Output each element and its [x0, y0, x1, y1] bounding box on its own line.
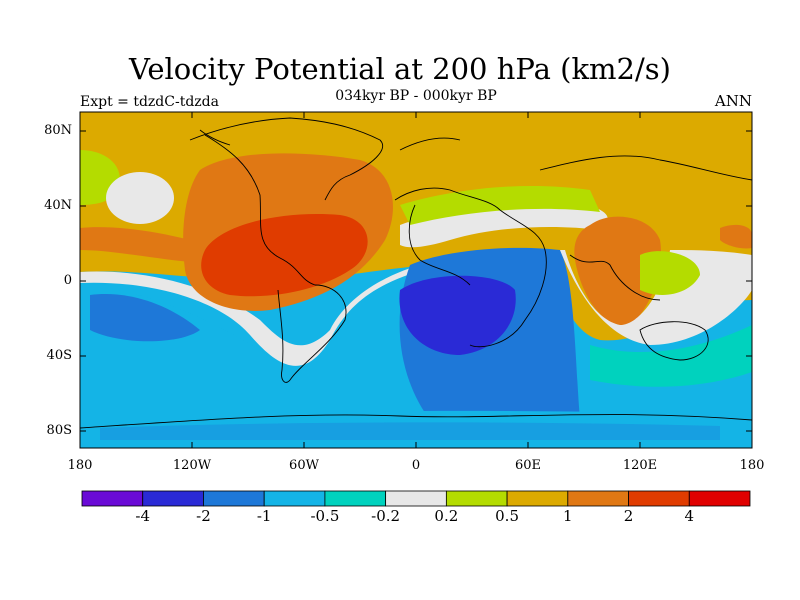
colorbar — [81, 490, 751, 507]
colorbar-label: 0.2 — [434, 507, 459, 525]
colorbar-swatch — [81, 490, 144, 507]
colorbar-swatch — [628, 490, 690, 507]
colorbar-label: 1 — [563, 507, 573, 525]
colorbar-label: 0.5 — [495, 507, 519, 525]
colorbar-swatch — [142, 490, 204, 507]
colorbar-label: -2 — [196, 507, 211, 525]
experiment-label: Expt = tdzdC-tdzda — [80, 94, 219, 110]
lat-tick-label: 80N — [44, 123, 72, 138]
lon-tick-label: 60W — [289, 458, 319, 473]
lat-tick-label: 0 — [63, 273, 72, 288]
colorbar-swatch — [445, 490, 508, 507]
lon-tick-label: 0 — [411, 458, 421, 473]
lon-tick-label: 120W — [172, 458, 212, 473]
season-label: ANN — [714, 92, 752, 110]
lat-tick-label: 80S — [46, 423, 72, 438]
colorbar-swatch — [385, 490, 447, 507]
lon-tick-label: 180 — [739, 458, 765, 473]
velocity-potential-field — [80, 112, 752, 448]
lat-tick-label: 40S — [46, 348, 72, 363]
colorbar-label: 2 — [623, 507, 634, 525]
colorbar-label: -0.5 — [310, 507, 340, 525]
colorbar-label: 4 — [684, 507, 695, 525]
colorbar-label: -1 — [256, 507, 272, 525]
colorbar-swatch — [506, 490, 569, 507]
lon-tick-label: 180 — [67, 458, 93, 473]
colorbar-swatch — [263, 490, 326, 507]
colorbar-swatch — [324, 490, 387, 507]
map-subtitle: 034kyr BP - 000kyr BP — [335, 88, 497, 104]
lon-tick-label: 120E — [622, 458, 658, 473]
colorbar-swatch — [567, 490, 629, 507]
lon-tick-label: 60E — [514, 458, 542, 473]
lat-tick-label: 40N — [44, 198, 72, 213]
map-title: Velocity Potential at 200 hPa (km2/s) — [129, 52, 671, 86]
colorbar-swatch — [688, 490, 751, 507]
colorbar-label: -4 — [135, 507, 151, 525]
colorbar-label: -0.2 — [371, 507, 401, 525]
colorbar-swatch — [203, 490, 265, 507]
